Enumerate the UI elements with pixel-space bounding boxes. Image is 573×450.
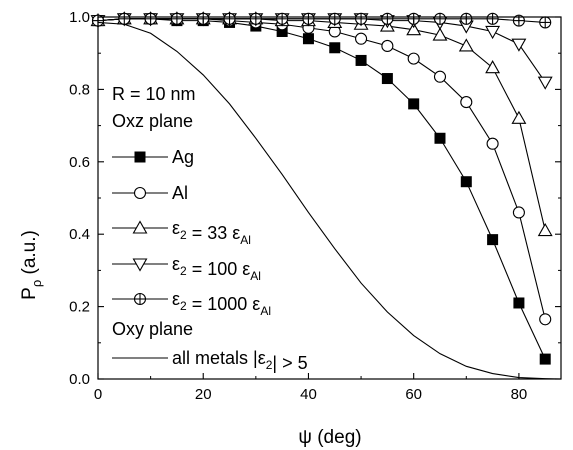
legend-label-0: Ag [172,147,194,167]
annotation-radius: R = 10 nm [112,84,196,104]
series-4-point-7 [276,12,289,25]
series-1-point-11 [381,39,394,53]
series-0-point-16 [513,297,525,309]
series-1-point-15 [486,137,499,150]
series-4-point-9 [328,12,341,25]
legend-marker-3 [132,258,148,272]
plot-area [90,11,562,380]
series-0-point-10 [355,54,367,66]
legend-marker-0 [134,151,146,163]
y-tick-label-0: 0.0 [69,371,90,388]
series-4-point-5 [223,12,236,25]
series-3-point-16 [511,38,527,52]
legend-entry-4: ε2 = 1000 εAl [112,289,271,318]
y-axis-label-main: P [19,287,40,300]
series-0-point-7 [276,25,288,37]
x-tick-label-1: 20 [195,386,212,403]
series-2-point-13 [432,27,448,41]
series-0-point-8 [302,33,314,45]
series-3-point-15 [485,25,501,40]
series-2-point-16 [511,110,527,124]
y-tick-label-5: 1.0 [69,9,90,26]
y-axis-label-sub: ρ [29,280,44,287]
series-4-point-11 [381,12,394,25]
x-tick-label-2: 40 [300,386,317,403]
legend-entry-1: Al [112,183,188,203]
series-0-point-9 [329,42,341,54]
series-1-point-10 [355,32,368,45]
series-1-point-13 [433,70,447,83]
series-0-point-11 [381,73,393,85]
series-0-point-12 [408,98,420,110]
legend-entry-3: ε2 = 100 εAl [112,254,261,283]
series-0-point-15 [487,234,499,246]
series-4-point-3 [170,12,183,25]
series-1-point-16 [512,206,525,219]
series-1-point-17 [539,313,552,326]
y-tick-label-3: 0.6 [69,154,90,171]
y-tick-label-2: 0.4 [69,226,90,243]
legend-entry-2: ε2 = 33 εAl [112,218,251,247]
legend: R = 10 nm Oxz plane Oxy plane Ag Al ε2 = 3… [112,84,308,373]
legend-marker-4 [133,292,147,306]
legend-label-5: all metals |ε2| > 5 [172,348,308,373]
legend-marker-1 [133,186,147,200]
series-4-point-1 [118,12,131,25]
series-4-point-13 [433,12,447,25]
annotation-oxz-plane: Oxz plane [112,111,193,131]
legend-marker-2 [132,220,148,234]
legend-label-3: ε2 = 100 εAl [172,254,261,283]
series-1-point-14 [460,96,473,109]
x-tick-label-3: 60 [405,386,422,403]
series-0-line [97,18,546,360]
series-3-point-17 [537,76,553,90]
y-tick-label-1: 0.2 [69,299,90,316]
y-axis-label-unit: (a.u.) [19,230,40,280]
axes: 0 20 40 60 80 0.0 0.2 0.4 0.6 0.8 1.0 [69,9,562,403]
series-2-point-15 [485,60,501,74]
legend-label-2: ε2 = 33 εAl [172,218,251,247]
y-tick-label-4: 0.8 [69,81,90,98]
legend-entry-0: Ag [112,147,194,167]
series-3-line [97,18,546,83]
x-axis-label: ψ (deg) [298,427,361,448]
x-tick-label-0: 0 [94,386,102,403]
legend-entry-5: all metals |ε2| > 5 [112,348,308,373]
series-0-point-17 [539,353,551,365]
series-0-point-14 [460,176,472,188]
y-axis-label: Pρ (a.u.) [19,230,44,300]
series-2-point-17 [537,222,553,237]
series-4-point-17 [539,16,552,29]
series-2-point-12 [406,22,422,36]
series-0-point-13 [434,132,446,144]
axis-labels: ψ (deg) Pρ (a.u.) [19,230,362,448]
annotation-oxy-plane: Oxy plane [112,319,193,339]
series-1-point-12 [407,52,420,65]
series-5-line [97,21,562,380]
series-2-point-14 [458,38,474,52]
legend-label-1: Al [172,183,188,203]
series-4-point-15 [486,12,499,25]
series-1-line [97,18,546,320]
legend-label-4: ε2 = 1000 εAl [172,289,271,318]
x-tick-label-4: 80 [511,386,528,403]
